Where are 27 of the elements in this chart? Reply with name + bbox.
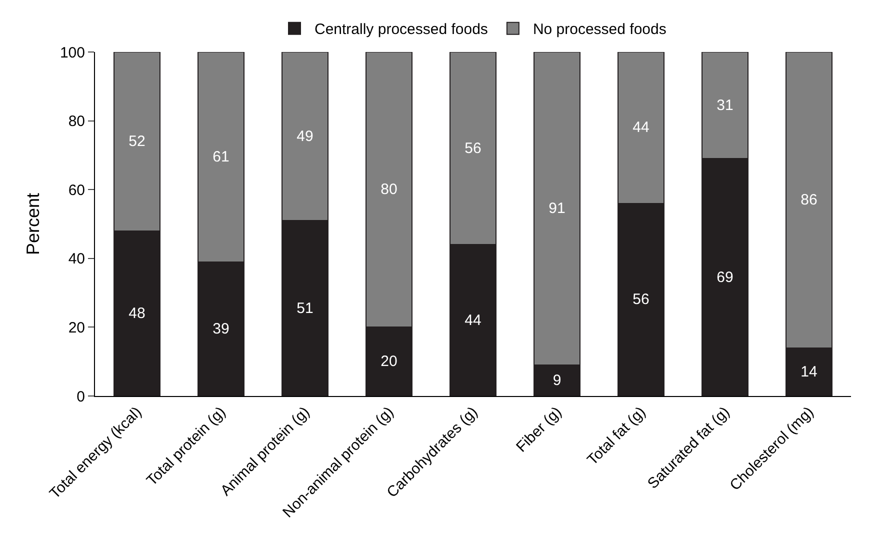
data-label: 51 [296,300,314,317]
data-label: 69 [716,268,734,286]
data-label: 56 [632,291,650,308]
y-axis-title: Percent [23,192,44,256]
data-label: 61 [212,148,230,166]
data-label: 31 [716,96,734,114]
y-tick-label: 0 [76,388,85,406]
y-tick-label: 20 [68,319,85,336]
data-label: 56 [464,140,482,157]
y-tick-label: 40 [68,250,85,268]
data-label: 39 [212,320,230,338]
data-label: 14 [800,363,818,380]
data-label: 52 [128,132,146,150]
legend-label: No processed foods [532,21,666,38]
data-label: 9 [552,372,562,390]
data-label: 20 [380,353,398,370]
data-label: 49 [296,128,314,145]
data-label: 86 [800,191,818,208]
legend-label: Centrally processed foods [314,21,488,38]
y-tick-label: 80 [68,113,85,130]
data-label: 80 [380,181,398,198]
y-tick-label: 60 [68,182,85,199]
y-tick-label: 100 [60,44,85,62]
data-label: 44 [464,312,482,329]
data-label: 44 [632,119,650,136]
data-label: 48 [128,304,146,322]
data-label: 91 [548,200,566,218]
